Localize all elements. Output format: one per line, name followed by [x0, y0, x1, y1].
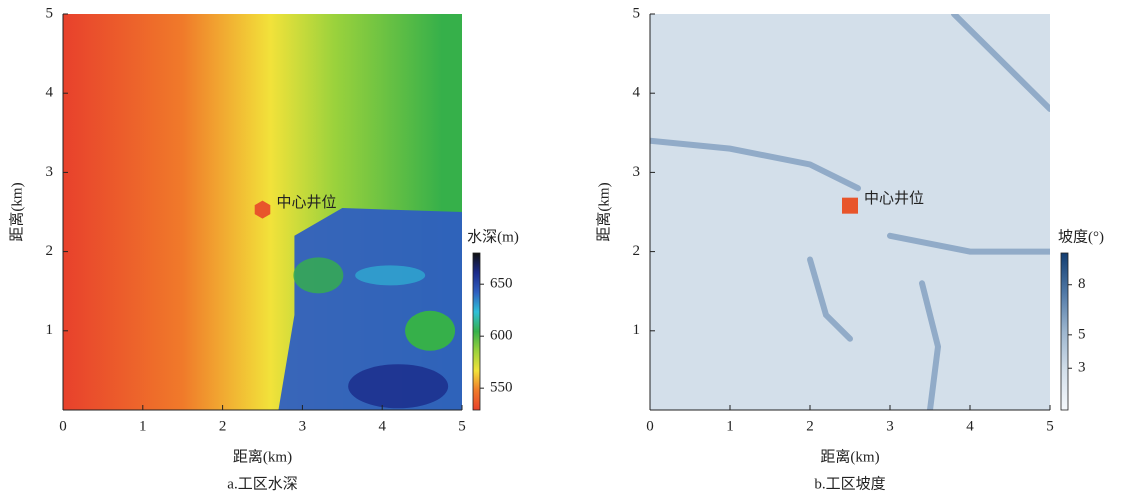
caption: a.工区水深 [227, 475, 297, 492]
deep-area [348, 364, 448, 408]
y-axis-label: 距离(km) [8, 182, 25, 241]
x-tick-label: 4 [378, 418, 386, 434]
colorbar-label: 坡度(°) [1058, 228, 1104, 245]
x-tick-label: 0 [646, 418, 654, 434]
x-axis-label: 距离(km) [233, 448, 292, 465]
x-tick-label: 1 [726, 418, 734, 434]
x-tick-label: 2 [219, 418, 227, 434]
y-axis-label: 距离(km) [595, 182, 612, 241]
y-tick-label: 4 [633, 85, 641, 101]
y-tick-label: 2 [46, 243, 54, 259]
y-tick-label: 5 [633, 5, 641, 21]
x-tick-label: 5 [1046, 418, 1054, 434]
colorbar-label: 水深(m) [467, 228, 519, 245]
x-axis-label: 距离(km) [820, 448, 879, 465]
colorbar [473, 253, 480, 410]
colorbar [1061, 253, 1068, 410]
x-tick-label: 3 [299, 418, 307, 434]
colorbar-tick-label: 5 [1078, 326, 1086, 342]
annotation: 中心井位 [864, 190, 924, 207]
figure: 01234512345距离(km)a.工区水深距离(km)550600650水深… [0, 0, 1130, 496]
caption: b.工区坡度 [814, 475, 885, 492]
shallow-patch [405, 311, 455, 351]
well-marker [842, 198, 858, 214]
y-tick-label: 1 [46, 322, 54, 338]
y-tick-label: 1 [633, 322, 641, 338]
x-tick-label: 4 [966, 418, 974, 434]
y-tick-label: 3 [633, 164, 641, 180]
shallow-patch [293, 257, 343, 293]
colorbar-tick-label: 650 [490, 276, 513, 292]
x-tick-label: 5 [458, 418, 466, 434]
x-tick-label: 3 [886, 418, 894, 434]
y-tick-label: 5 [46, 5, 54, 21]
x-tick-label: 1 [139, 418, 147, 434]
x-tick-label: 0 [59, 418, 67, 434]
y-tick-label: 3 [46, 164, 54, 180]
y-tick-label: 4 [46, 85, 54, 101]
annotation: 中心井位 [277, 194, 337, 211]
colorbar-tick-label: 600 [490, 328, 513, 344]
colorbar-tick-label: 8 [1078, 276, 1086, 292]
cyan-patch [355, 265, 425, 285]
colorbar-tick-label: 550 [490, 380, 513, 396]
y-tick-label: 2 [633, 243, 641, 259]
colorbar-tick-label: 3 [1078, 360, 1086, 376]
x-tick-label: 2 [806, 418, 814, 434]
